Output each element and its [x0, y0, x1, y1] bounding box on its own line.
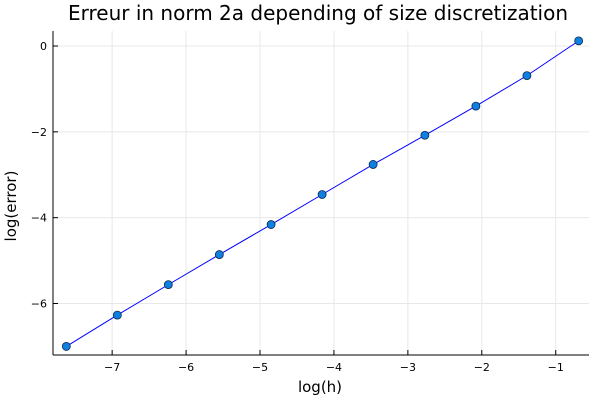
y-axis-label: log(error) [2, 171, 20, 242]
data-point [266, 220, 276, 229]
x-tick-label: −7 [104, 361, 120, 374]
series [61, 36, 584, 351]
y-ticks: −6 −4 −2 0 [31, 40, 58, 311]
y-tick-label: 0 [40, 40, 47, 53]
data-point [317, 190, 327, 199]
x-ticks: −7 −6 −5 −4 −3 −2 −1 [104, 350, 564, 374]
chart-title: Erreur in norm 2a depending of size disc… [68, 1, 568, 25]
y-tick-label: −2 [31, 126, 47, 139]
axes-frame [52, 31, 589, 356]
grid [53, 31, 589, 355]
y-tick-label: −4 [31, 212, 47, 225]
data-point [574, 36, 584, 46]
data-point [163, 280, 173, 290]
y-tick-label: −6 [31, 298, 47, 311]
x-tick-label: −4 [326, 361, 342, 374]
x-tick-label: −3 [400, 361, 416, 374]
data-point [522, 71, 532, 81]
data-point [214, 250, 224, 259]
data-point [420, 130, 430, 140]
data-point [61, 342, 71, 351]
data-point [112, 310, 122, 320]
x-tick-label: −6 [178, 361, 194, 374]
x-tick-label: −1 [548, 361, 564, 374]
x-tick-label: −5 [252, 361, 268, 374]
x-tick-label: −2 [474, 361, 490, 374]
data-point [368, 160, 378, 169]
x-axis-label: log(h) [298, 378, 342, 396]
data-point [471, 101, 481, 111]
